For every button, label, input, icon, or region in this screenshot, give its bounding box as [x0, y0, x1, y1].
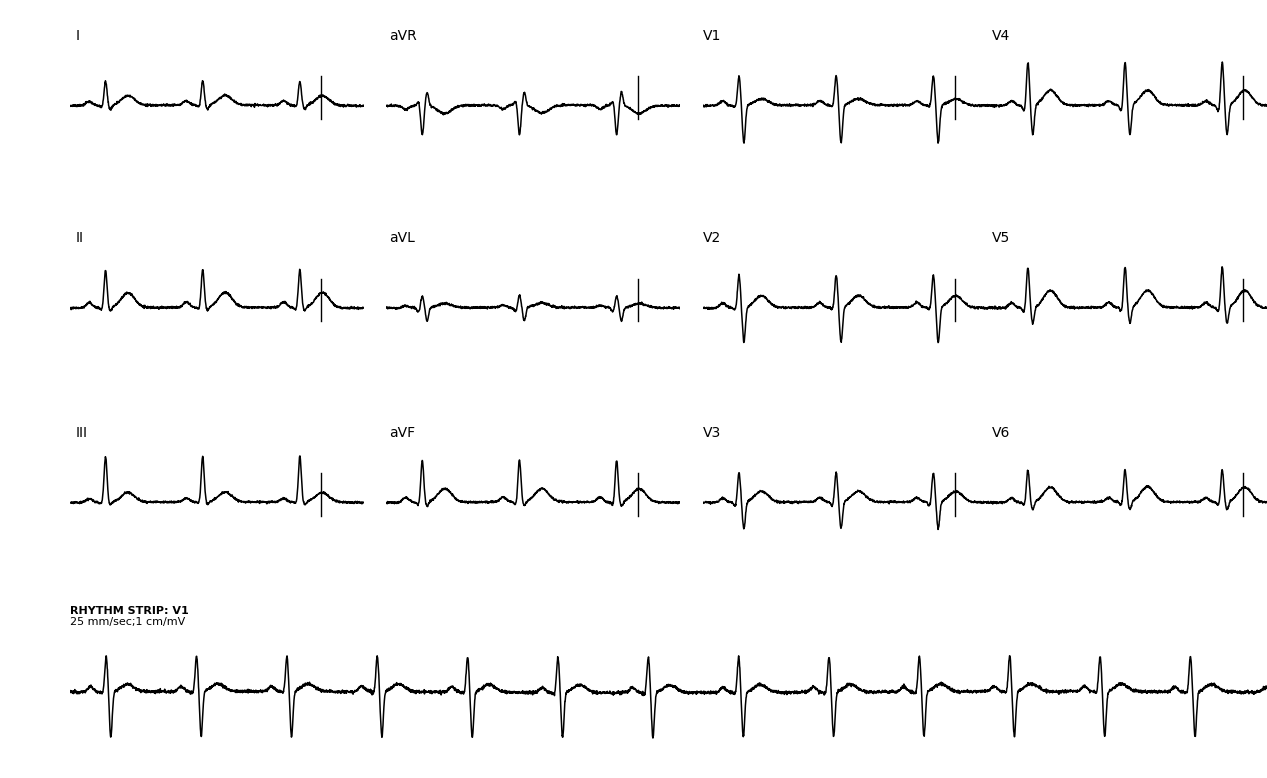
Text: V5: V5 [992, 231, 1010, 245]
Text: 25 mm/sec;1 cm/mV: 25 mm/sec;1 cm/mV [70, 617, 185, 627]
Text: I: I [76, 29, 80, 43]
Text: aVF: aVF [389, 426, 416, 440]
Text: aVR: aVR [389, 29, 417, 43]
Text: V6: V6 [992, 426, 1011, 440]
Text: V3: V3 [703, 426, 721, 440]
Text: II: II [76, 231, 84, 245]
Text: III: III [76, 426, 87, 440]
Text: V1: V1 [703, 29, 722, 43]
Text: V4: V4 [992, 29, 1010, 43]
Text: V2: V2 [703, 231, 721, 245]
Text: aVL: aVL [389, 231, 414, 245]
Text: RHYTHM STRIP: V1: RHYTHM STRIP: V1 [70, 606, 189, 616]
